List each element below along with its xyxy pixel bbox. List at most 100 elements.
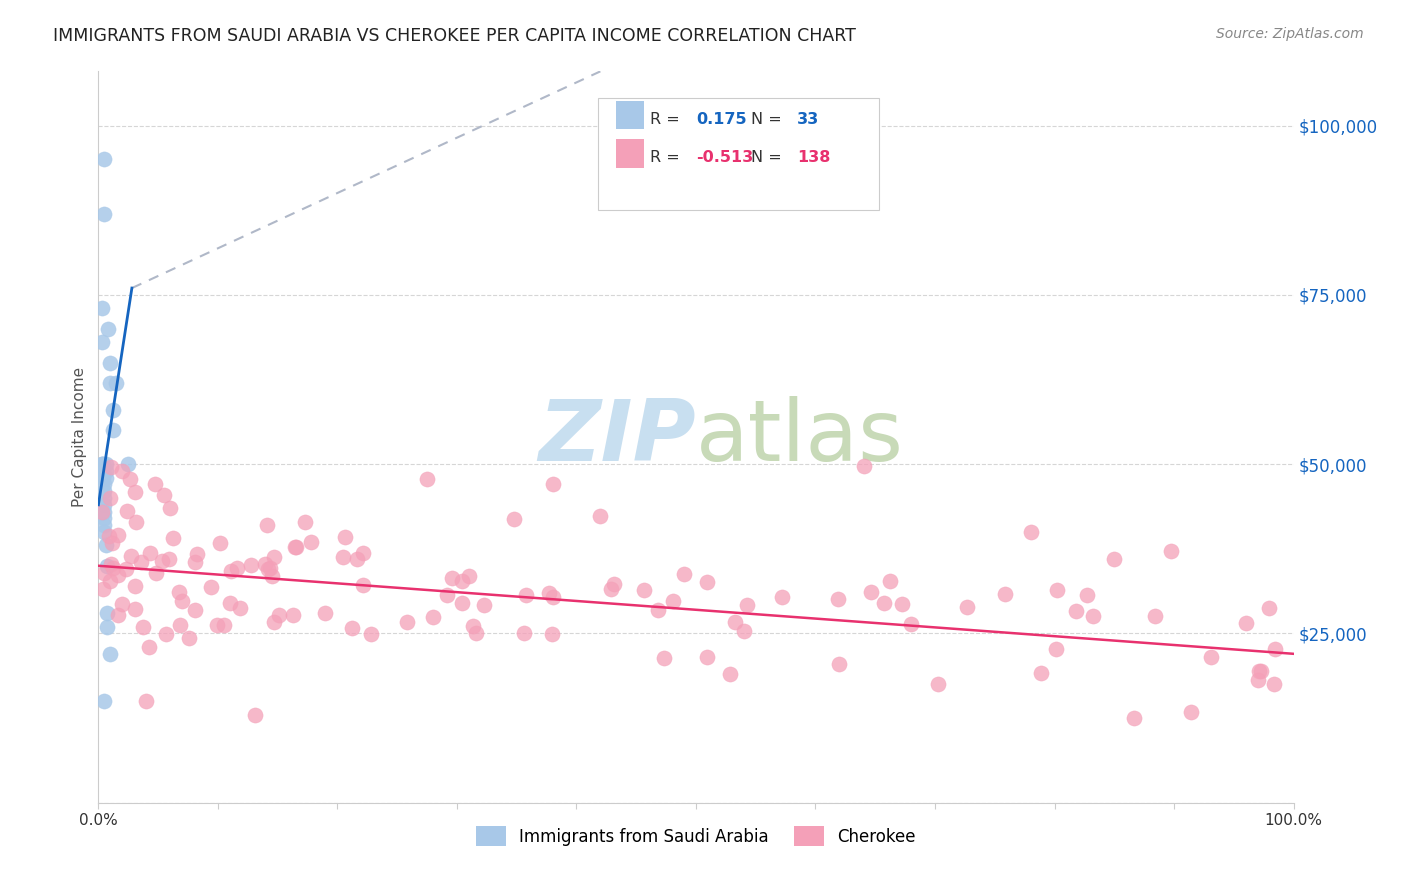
- Point: [157, 552, 180, 566]
- Point: [93, 498, 115, 512]
- Point: [98, 355, 122, 369]
- Point: [93, 694, 115, 708]
- Point: [93, 518, 115, 533]
- Point: [1264, 642, 1286, 657]
- Point: [873, 596, 896, 610]
- Point: [994, 587, 1017, 601]
- Point: [1250, 664, 1272, 678]
- Point: [143, 477, 166, 491]
- Point: [107, 607, 129, 622]
- Point: [98, 574, 121, 588]
- Point: [263, 615, 285, 629]
- Point: [98, 376, 122, 390]
- Point: [860, 585, 883, 599]
- Point: [541, 626, 564, 640]
- Point: [111, 464, 134, 478]
- Point: [186, 547, 208, 561]
- Point: [513, 626, 536, 640]
- Point: [101, 423, 124, 437]
- Point: [207, 617, 229, 632]
- Point: [1046, 583, 1069, 598]
- Point: [900, 616, 922, 631]
- Point: [879, 574, 901, 589]
- Point: [120, 549, 142, 563]
- Point: [451, 574, 474, 589]
- Text: Source: ZipAtlas.com: Source: ZipAtlas.com: [1216, 27, 1364, 41]
- Point: [340, 621, 363, 635]
- Point: [131, 555, 153, 569]
- Point: [599, 582, 621, 596]
- Point: [1104, 552, 1126, 566]
- Point: [1263, 677, 1285, 691]
- Point: [145, 566, 167, 580]
- Text: ZIP: ZIP: [538, 395, 696, 479]
- Point: [396, 615, 419, 629]
- Point: [263, 550, 285, 565]
- Point: [101, 536, 124, 550]
- Point: [1031, 666, 1053, 681]
- Point: [1160, 543, 1182, 558]
- Point: [314, 606, 336, 620]
- Point: [1045, 642, 1067, 657]
- Point: [603, 577, 626, 591]
- Point: [458, 569, 481, 583]
- Point: [94, 471, 117, 485]
- Text: 138: 138: [797, 150, 831, 165]
- Point: [219, 565, 242, 579]
- Point: [956, 599, 979, 614]
- Point: [652, 651, 675, 665]
- Point: [260, 568, 283, 582]
- Point: [200, 580, 222, 594]
- Point: [167, 585, 190, 599]
- Text: R =: R =: [650, 112, 685, 127]
- Point: [93, 524, 115, 539]
- Point: [94, 538, 117, 552]
- Point: [239, 558, 262, 572]
- Point: [162, 531, 184, 545]
- Point: [107, 568, 129, 582]
- Point: [1083, 608, 1105, 623]
- Point: [93, 582, 115, 596]
- Point: [115, 504, 138, 518]
- Point: [218, 596, 240, 610]
- Point: [827, 592, 849, 607]
- Point: [472, 598, 495, 612]
- Point: [100, 558, 122, 572]
- Point: [440, 571, 463, 585]
- Point: [589, 508, 612, 523]
- Point: [96, 558, 118, 573]
- Point: [284, 540, 307, 554]
- Point: [124, 578, 146, 592]
- Point: [98, 491, 121, 505]
- Point: [91, 335, 114, 350]
- Point: [139, 546, 162, 560]
- Point: [502, 512, 524, 526]
- Point: [93, 153, 115, 167]
- Point: [733, 624, 755, 639]
- Point: [91, 505, 114, 519]
- Point: [96, 606, 118, 620]
- Point: [97, 529, 120, 543]
- Point: [696, 650, 718, 665]
- Point: [91, 457, 114, 471]
- Point: [138, 640, 160, 655]
- Text: 0.175: 0.175: [696, 112, 747, 127]
- Point: [352, 578, 374, 592]
- Point: [93, 477, 115, 491]
- Point: [333, 530, 356, 544]
- Point: [212, 618, 235, 632]
- Point: [226, 561, 249, 575]
- Point: [515, 588, 537, 602]
- Text: atlas: atlas: [696, 395, 904, 479]
- Point: [461, 619, 484, 633]
- Point: [114, 562, 136, 576]
- Point: [135, 694, 157, 708]
- Point: [93, 206, 115, 220]
- Point: [101, 403, 124, 417]
- Point: [724, 615, 747, 629]
- Point: [673, 567, 696, 582]
- Point: [735, 598, 758, 612]
- Point: [259, 561, 281, 575]
- Point: [132, 619, 155, 633]
- Point: [346, 552, 368, 566]
